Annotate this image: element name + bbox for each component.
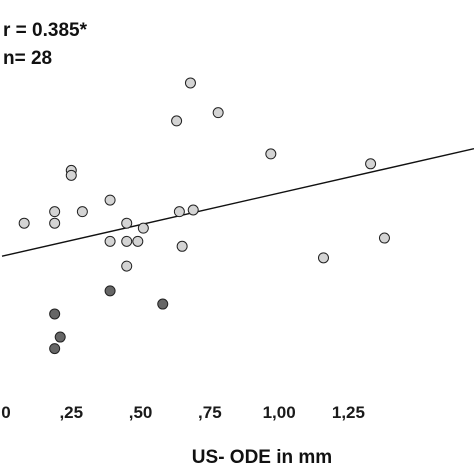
x-tick-label: 1,25 [332, 403, 365, 422]
data-point-light-4 [65, 169, 77, 181]
data-point-light-2 [49, 206, 61, 218]
data-point-light-11 [132, 235, 144, 247]
data-point-light-17 [187, 204, 199, 216]
x-tick-label: ,25 [59, 403, 83, 422]
data-points [18, 77, 390, 355]
data-point-light-22 [378, 232, 390, 244]
data-point-dark-3 [104, 285, 116, 297]
data-point-light-8 [121, 235, 133, 247]
data-point-dark-1 [49, 343, 61, 355]
data-point-light-12 [137, 222, 149, 234]
x-axis-title: US- ODE in mm [192, 447, 332, 468]
data-point-light-19 [265, 148, 277, 160]
data-point-light-6 [104, 194, 116, 206]
x-tick-label: 0 [1, 403, 10, 422]
data-point-light-15 [176, 240, 188, 252]
x-tick-label: 1,00 [263, 403, 296, 422]
data-point-light-16 [184, 77, 196, 89]
data-point-light-10 [121, 260, 133, 272]
data-point-light-1 [49, 217, 61, 229]
x-tick-label: ,50 [129, 403, 153, 422]
data-point-dark-2 [54, 331, 66, 343]
data-point-light-5 [76, 206, 88, 218]
x-tick-label: ,75 [198, 403, 222, 422]
data-point-light-9 [121, 217, 133, 229]
data-point-light-7 [104, 235, 116, 247]
sample-size-annotation: n= 28 [3, 48, 52, 69]
data-point-light-18 [212, 107, 224, 119]
regression-line [1, 148, 474, 257]
data-point-light-20 [317, 252, 329, 264]
data-point-dark-0 [49, 308, 61, 320]
x-axis-tick-labels: 0 ,25 ,50 ,75 1,00 1,25 [1, 403, 365, 422]
data-point-light-21 [365, 158, 377, 170]
data-point-light-0 [18, 217, 30, 229]
data-point-light-14 [173, 206, 185, 218]
data-point-dark-4 [157, 298, 169, 310]
correlation-annotation: r = 0.385* [3, 20, 88, 41]
plot-area [1, 77, 474, 355]
data-point-light-13 [171, 115, 183, 127]
